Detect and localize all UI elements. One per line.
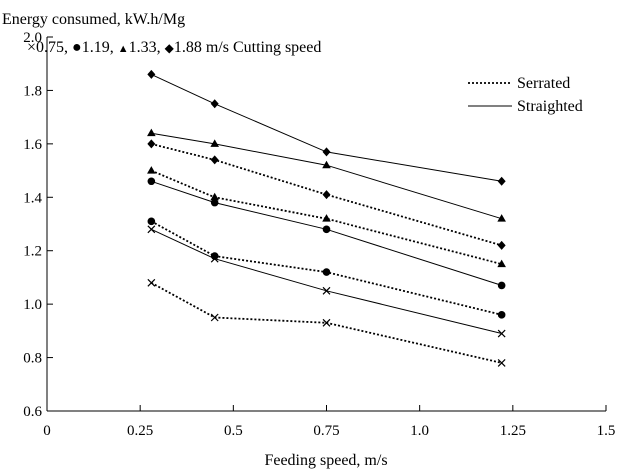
- y-tick-label: 0.8: [23, 351, 42, 367]
- data-point-triangle: [322, 160, 331, 169]
- series-line-dotted-x: [150, 282, 502, 364]
- caption-part-cross: ×0.75,: [27, 39, 72, 56]
- y-tick-label: 2.0: [23, 30, 42, 46]
- markers-layer: [147, 69, 506, 367]
- x-tick-label: 1.25: [500, 423, 526, 439]
- data-point-x: [497, 358, 506, 367]
- data-point-diamond: [497, 176, 506, 186]
- data-point-triangle: [322, 214, 331, 222]
- caption-circle-symbol: ●: [72, 39, 82, 56]
- x-tick-label: 0: [43, 423, 51, 439]
- ticks-layer: 0 0.25 0.5 0.75 1.0 1.25 1.5 0.6 0.8 1.0 1.2 1.4 1.6…: [23, 30, 615, 439]
- legend: Serrated Straighted: [468, 75, 583, 115]
- y-tick-label: 1.6: [23, 137, 42, 153]
- data-point-triangle: [147, 128, 156, 137]
- series-line-dotted-circle: [150, 220, 502, 316]
- data-point-x: [147, 278, 156, 287]
- data-point-diamond: [322, 190, 331, 200]
- caption-part-triangle: 1.33,: [129, 39, 165, 56]
- data-point-circle: [322, 225, 331, 234]
- data-point-x: [322, 286, 331, 295]
- data-point-circle: [210, 198, 219, 207]
- data-point-triangle: [497, 214, 506, 222]
- y-axis-label: Energy consumed, kW.h/Mg: [2, 11, 185, 28]
- data-point-diamond: [147, 139, 156, 149]
- data-point-diamond: [210, 99, 219, 109]
- series-line-dotted-triangle: [150, 169, 502, 265]
- data-point-diamond: [322, 147, 331, 157]
- data-point-diamond: [147, 69, 156, 79]
- legend-straighted-label: Straighted: [517, 98, 583, 115]
- data-point-x: [497, 329, 506, 338]
- caption-diamond-symbol: ◆: [165, 41, 175, 55]
- legend-serrated-label: Serrated: [517, 75, 570, 92]
- data-point-diamond: [497, 240, 506, 250]
- y-tick-label: 1.4: [23, 190, 42, 206]
- x-tick-label: 0.5: [224, 423, 243, 439]
- data-point-triangle: [210, 139, 219, 147]
- y-tick-label: 1.2: [23, 244, 42, 260]
- data-point-circle: [497, 311, 506, 319]
- series-line-dotted-diamond: [151, 143, 502, 247]
- series-layer: [150, 73, 502, 364]
- data-point-circle: [210, 252, 219, 260]
- x-tick-label: 1.0: [410, 423, 429, 439]
- data-point-diamond: [210, 155, 219, 165]
- x-tick-label: 1.5: [597, 423, 616, 439]
- x-tick-label: 0.75: [313, 423, 339, 439]
- x-axis-label: Feeding speed, m/s: [264, 452, 387, 469]
- y-tick-label: 1.0: [23, 297, 42, 313]
- series-line-solid-x: [151, 228, 502, 334]
- data-point-triangle: [210, 192, 219, 201]
- series-line-solid-circle: [151, 180, 502, 286]
- series-line-solid-diamond: [151, 73, 502, 182]
- data-point-x: [147, 225, 156, 234]
- data-point-circle: [322, 268, 331, 276]
- data-point-circle: [147, 217, 156, 226]
- data-point-triangle: [497, 259, 506, 268]
- caption-triangle-symbol: ▲: [118, 43, 129, 55]
- data-point-circle: [147, 177, 156, 186]
- data-point-triangle: [147, 166, 156, 174]
- y-tick-label: 0.6: [23, 404, 42, 420]
- x-tick-label: 0.25: [127, 423, 153, 439]
- caption-part-diamond: 1.88 m/s Cutting speed: [174, 39, 322, 56]
- caption-part-circle: 1.19,: [82, 39, 118, 56]
- axes: [46, 37, 606, 412]
- data-point-x: [322, 318, 331, 327]
- data-point-x: [210, 313, 219, 322]
- cutting-speed-caption: ×0.75, ●1.19, ▲1.33, ◆1.88 m/s Cutting s…: [27, 39, 321, 56]
- y-tick-label: 1.8: [23, 83, 42, 99]
- data-point-circle: [497, 281, 506, 290]
- series-line-solid-triangle: [151, 132, 502, 220]
